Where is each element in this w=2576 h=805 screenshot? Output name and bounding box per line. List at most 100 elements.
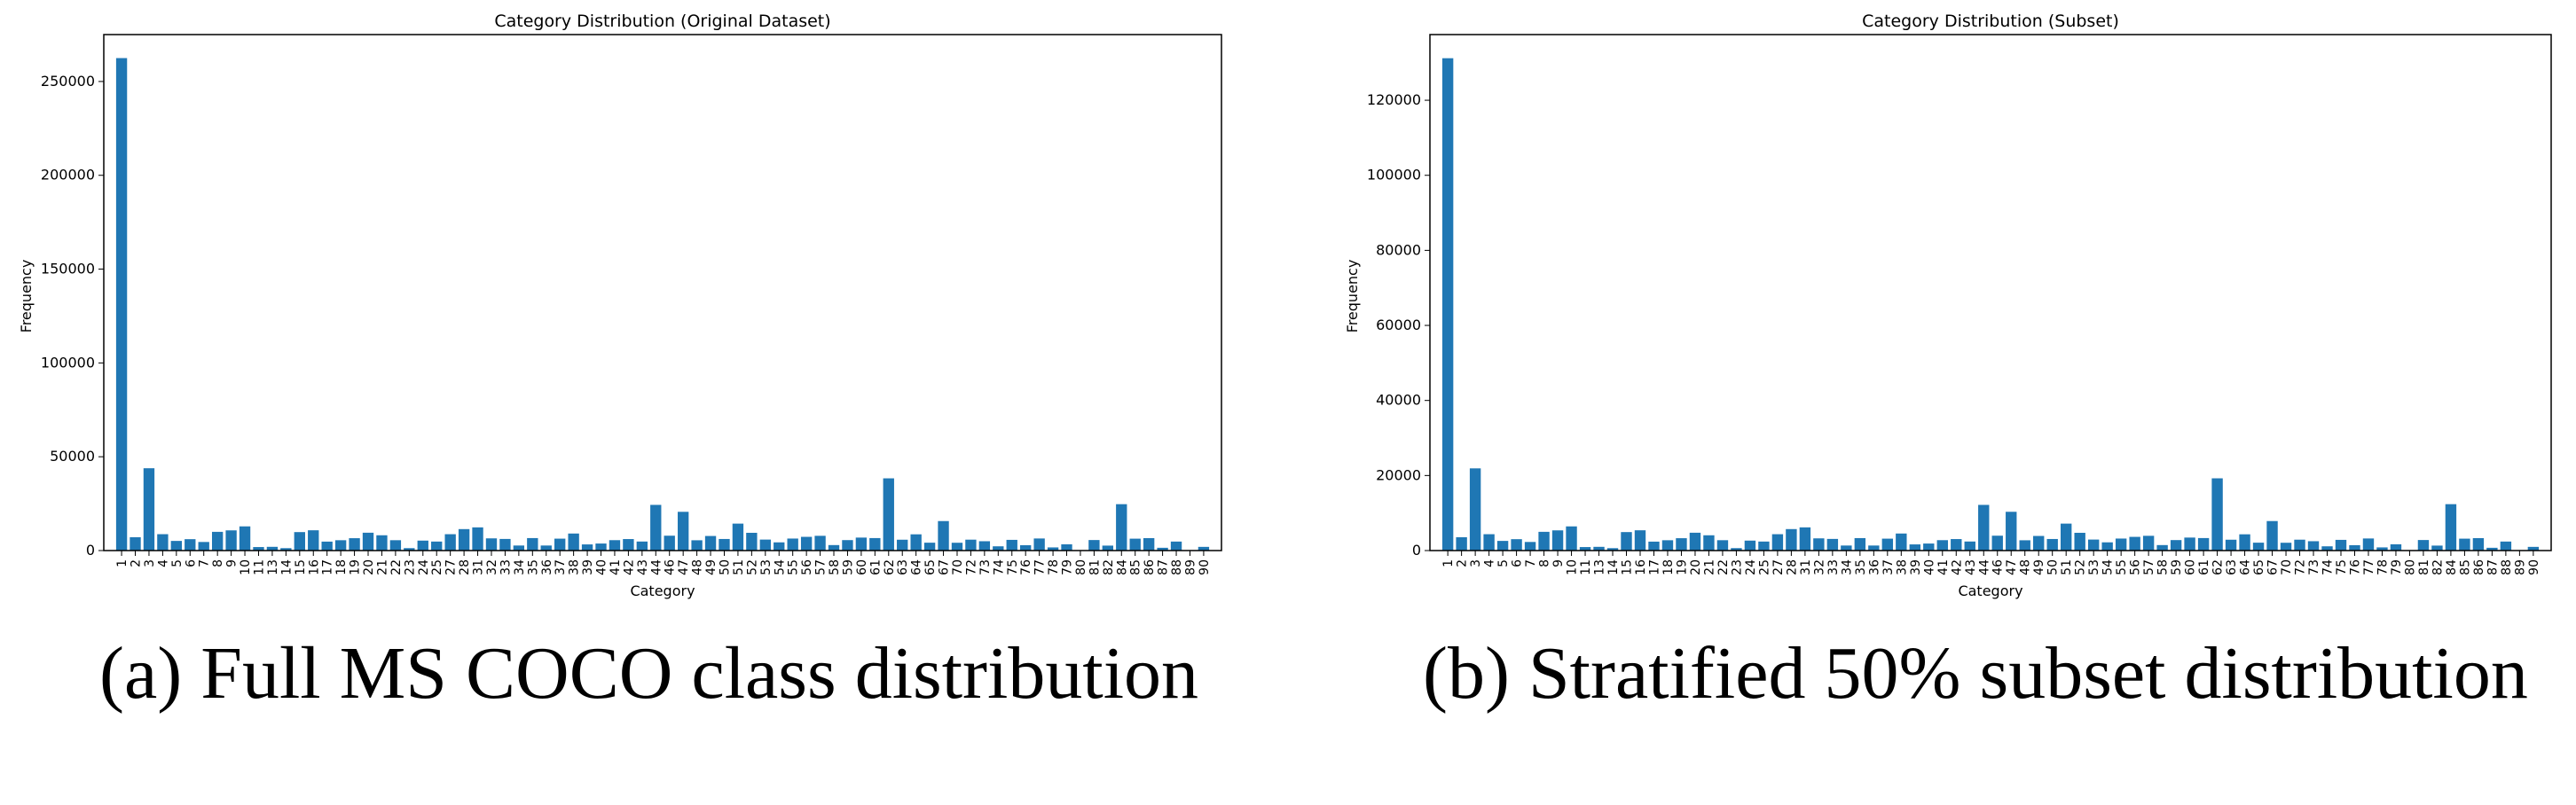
bar-41 <box>1936 540 1948 551</box>
x-tick-label: 24 <box>417 559 431 575</box>
x-tick-label: 9 <box>225 559 240 567</box>
bar-20 <box>1689 532 1701 551</box>
bar-63 <box>2225 539 2237 551</box>
x-tick-label: 58 <box>2156 559 2171 575</box>
bar-21 <box>376 535 388 551</box>
x-tick-label: 23 <box>1730 559 1744 575</box>
bar-3 <box>1469 468 1481 551</box>
x-tick-label: 90 <box>2527 559 2541 575</box>
bar-59 <box>2170 540 2182 551</box>
y-tick-label: 0 <box>1412 542 1421 559</box>
bar-4 <box>157 534 169 551</box>
x-tick-label: 16 <box>1634 559 1648 575</box>
x-tick-label: 13 <box>1593 559 1607 575</box>
bar-56 <box>800 536 813 551</box>
x-tick-label: 64 <box>2239 559 2253 575</box>
bar-24 <box>1744 540 1756 551</box>
x-tick-label: 54 <box>773 559 787 575</box>
x-tick-label: 24 <box>1744 559 1758 575</box>
x-tick-label: 16 <box>307 559 321 575</box>
x-tick-label: 21 <box>1702 559 1716 575</box>
bar-54 <box>774 542 785 551</box>
x-tick-label: 63 <box>896 559 910 575</box>
bar-13 <box>266 546 279 551</box>
bar-88 <box>1170 541 1182 551</box>
bar-5 <box>1496 541 1509 551</box>
bar-10 <box>1566 526 1577 551</box>
bar-48 <box>2019 540 2030 551</box>
bar-78 <box>1047 547 1059 551</box>
bar-27 <box>444 534 456 551</box>
plot-frame <box>103 34 1222 551</box>
bar-16 <box>308 530 319 551</box>
x-tick-label: 49 <box>704 559 719 575</box>
x-tick-label: 23 <box>403 559 417 575</box>
x-tick-label: 76 <box>1019 559 1033 575</box>
bar-44 <box>1978 504 1990 551</box>
caption-b: (b) Stratified 50% subset distribution <box>1423 632 2528 715</box>
y-tick-label: 100000 <box>41 354 95 371</box>
x-tick-label: 36 <box>540 559 554 575</box>
bar-38 <box>568 533 579 551</box>
bar-59 <box>842 540 853 551</box>
x-tick-label: 46 <box>664 559 678 575</box>
x-tick-label: 48 <box>691 559 705 575</box>
bar-42 <box>1951 539 1962 551</box>
bar-72 <box>2294 539 2305 551</box>
bar-1 <box>115 58 128 551</box>
bar-85 <box>1129 538 1141 551</box>
x-tick-label: 10 <box>239 559 253 575</box>
bar-32 <box>1813 538 1825 551</box>
x-tick-label: 18 <box>1661 559 1676 575</box>
y-tick-label: 200000 <box>41 167 95 184</box>
bar-75 <box>1006 539 1017 551</box>
bar-44 <box>650 504 662 551</box>
bar-65 <box>923 543 936 551</box>
x-tick-label: 73 <box>978 559 993 575</box>
x-tick-label: 49 <box>2032 559 2046 575</box>
chart-subset: Category Distribution (Subset) Frequency… <box>1344 12 2552 599</box>
bar-40 <box>1923 543 1935 551</box>
x-tick-label: 43 <box>1964 559 1978 575</box>
bar-82 <box>1102 545 1114 551</box>
x-tick-label: 52 <box>745 559 759 575</box>
bar-57 <box>2142 535 2155 551</box>
x-tick-label: 44 <box>1977 559 1991 575</box>
bar-70 <box>2280 543 2292 551</box>
x-tick-label: 84 <box>2445 559 2459 575</box>
bar-73 <box>978 541 991 551</box>
bar-17 <box>321 541 333 551</box>
bar-39 <box>581 544 593 551</box>
y-axis-label: Frequency <box>1344 260 1361 333</box>
bar-6 <box>185 539 196 551</box>
x-tick-label: 9 <box>1551 559 1566 567</box>
bar-63 <box>897 539 908 551</box>
x-tick-label: 52 <box>2074 559 2088 575</box>
bar-77 <box>1033 538 1045 551</box>
bar-21 <box>1703 535 1715 551</box>
bar-55 <box>2115 538 2127 551</box>
bar-81 <box>1088 540 1100 551</box>
bar-55 <box>787 538 798 551</box>
bar-37 <box>554 538 566 551</box>
x-tick-label: 80 <box>2403 559 2417 575</box>
bar-2 <box>1456 536 1467 551</box>
x-tick-label: 80 <box>1074 559 1088 575</box>
bar-47 <box>677 512 689 551</box>
y-tick-label: 250000 <box>41 73 95 90</box>
bar-34 <box>513 545 525 551</box>
x-tick-label: 22 <box>1716 559 1731 575</box>
x-tick-label: 64 <box>910 559 924 575</box>
bar-28 <box>458 528 470 551</box>
x-tick-label: 59 <box>841 559 855 575</box>
x-ticks: 1 2 3 4 5 6 7 8 9 10 11 13 14 15 16 17 18 19 20 21 22 23 24 25 2… <box>1441 551 2541 575</box>
x-tick-label: 79 <box>2390 559 2404 575</box>
bar-51 <box>2061 523 2072 551</box>
bar-34 <box>1841 545 1852 551</box>
bar-33 <box>499 538 511 551</box>
x-tick-label: 78 <box>2376 559 2390 575</box>
x-axis-label: Category <box>1958 582 2022 599</box>
x-tick-label: 86 <box>1143 559 1157 575</box>
bar-10 <box>239 526 251 551</box>
bar-2 <box>130 536 141 551</box>
